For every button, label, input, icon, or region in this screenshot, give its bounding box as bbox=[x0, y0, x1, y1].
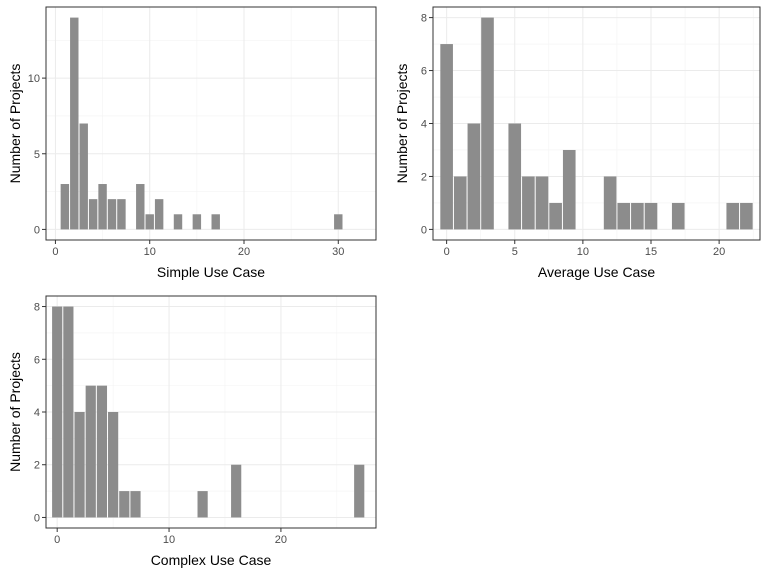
histogram-bar bbox=[79, 123, 88, 230]
histogram-bar bbox=[145, 214, 154, 230]
histogram-bar bbox=[52, 306, 63, 518]
histogram-bar bbox=[88, 199, 98, 230]
histogram-bar bbox=[130, 491, 141, 518]
histogram-bar bbox=[440, 44, 453, 230]
histogram-bar bbox=[726, 202, 740, 230]
x-tick-label: 20 bbox=[238, 246, 250, 258]
histogram-bar bbox=[231, 464, 242, 518]
chart-panel-3: 0 10 20 0 2 4 6 8 Complex Use Case Number of Proj… bbox=[7, 295, 377, 568]
y-tick-label: 5 bbox=[34, 149, 40, 161]
histogram-bar bbox=[85, 385, 96, 518]
y-tick-label: 2 bbox=[421, 171, 427, 183]
y-axis-title: Number of Projects bbox=[7, 352, 23, 472]
histogram-bar bbox=[173, 214, 183, 230]
histogram-bar bbox=[453, 176, 467, 230]
histogram-bar bbox=[334, 214, 343, 230]
histogram-bar bbox=[74, 412, 85, 518]
histogram-bar bbox=[119, 491, 130, 518]
histogram-bar bbox=[60, 184, 70, 230]
histogram-bar bbox=[603, 176, 617, 230]
histogram-bar bbox=[96, 385, 108, 518]
y-tick-label: 4 bbox=[421, 119, 427, 131]
y-tick-label: 2 bbox=[34, 460, 40, 472]
histogram-bar bbox=[644, 202, 658, 230]
y-tick-label: 0 bbox=[34, 224, 40, 236]
histogram-bar bbox=[740, 202, 753, 230]
x-tick-label: 30 bbox=[332, 246, 344, 258]
histogram-bar bbox=[197, 491, 208, 518]
y-tick-label: 0 bbox=[34, 512, 40, 524]
histogram-bar bbox=[70, 17, 79, 230]
x-axis-title: Simple Use Case bbox=[157, 264, 265, 280]
histogram-bar bbox=[107, 199, 117, 230]
y-tick-label: 0 bbox=[421, 224, 427, 236]
x-tick-label: 10 bbox=[577, 246, 589, 258]
y-tick-label: 6 bbox=[34, 354, 40, 366]
histogram-bar bbox=[108, 412, 119, 518]
y-tick-label: 4 bbox=[34, 407, 40, 419]
y-axis-title: Number of Projects bbox=[7, 64, 23, 184]
histogram-bar bbox=[136, 184, 145, 230]
panel-border bbox=[45, 6, 377, 241]
histogram-bar bbox=[671, 202, 685, 230]
histogram-bar bbox=[617, 202, 631, 230]
x-tick-label: 10 bbox=[163, 534, 175, 546]
x-tick-label: 20 bbox=[275, 534, 287, 546]
x-tick-label: 20 bbox=[713, 246, 725, 258]
histogram-bar bbox=[535, 176, 549, 230]
x-tick-label: 15 bbox=[645, 246, 657, 258]
histogram-bar bbox=[508, 123, 522, 230]
x-tick-label: 5 bbox=[512, 246, 518, 258]
histogram-bar bbox=[192, 214, 202, 230]
x-tick-label: 10 bbox=[144, 246, 156, 258]
histogram-bar bbox=[354, 464, 365, 518]
y-tick-label: 8 bbox=[421, 13, 427, 25]
histogram-bar bbox=[631, 202, 644, 230]
histogram-bar bbox=[549, 202, 562, 230]
histogram-bar bbox=[522, 176, 535, 230]
x-tick-label: 0 bbox=[52, 246, 58, 258]
histogram-bar bbox=[98, 184, 107, 230]
chart-panel-2: 0 5 10 15 20 0 2 4 6 8 Average Use Case Number of P… bbox=[394, 6, 761, 280]
histogram-bar bbox=[117, 199, 126, 230]
y-tick-label: 6 bbox=[421, 66, 427, 78]
histogram-bar bbox=[154, 199, 164, 230]
histogram-bar bbox=[211, 214, 220, 230]
histogram-bar bbox=[63, 306, 74, 518]
y-axis-title: Number of Projects bbox=[394, 64, 410, 184]
histogram-bar bbox=[481, 17, 494, 230]
x-tick-label: 0 bbox=[444, 246, 450, 258]
x-axis-title: Complex Use Case bbox=[151, 552, 272, 568]
x-axis-title: Average Use Case bbox=[538, 264, 655, 280]
y-tick-label: 8 bbox=[34, 302, 40, 314]
histogram-bar bbox=[562, 149, 576, 230]
y-tick-label: 10 bbox=[28, 73, 40, 85]
histogram-bar bbox=[467, 123, 481, 230]
x-tick-label: 0 bbox=[54, 534, 60, 546]
